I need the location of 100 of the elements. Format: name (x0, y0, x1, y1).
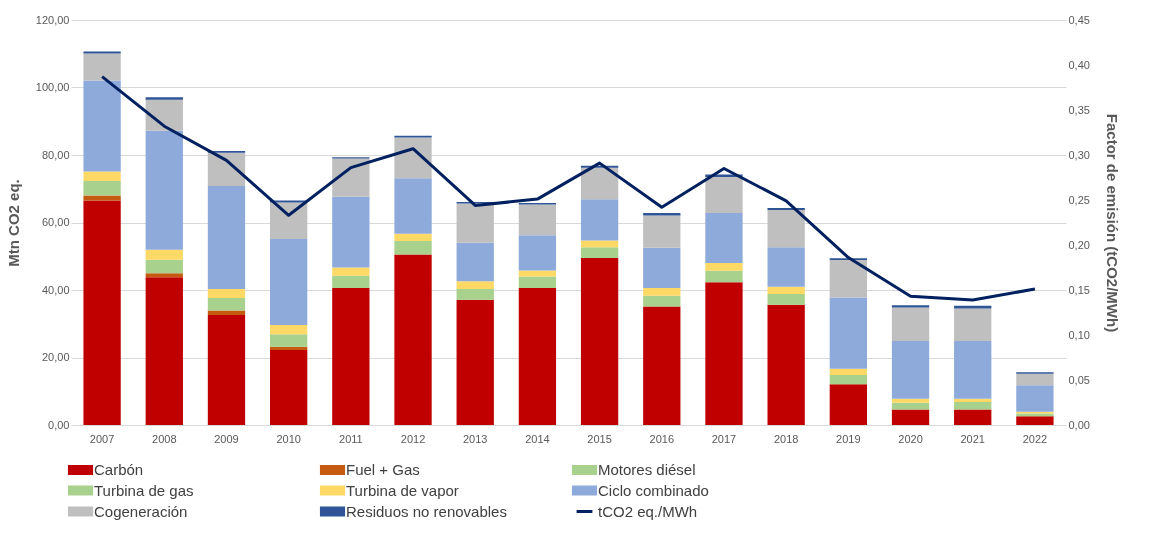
bar (83, 80, 121, 172)
x-tick-label: 2022 (1022, 432, 1048, 445)
bar (767, 247, 805, 287)
bar (207, 314, 246, 425)
legend-label: Residuos no renovables (346, 502, 507, 520)
y2-tick-label: 0,05 (1068, 373, 1090, 386)
bar (145, 273, 183, 278)
bar (145, 97, 183, 100)
bar (145, 99, 183, 131)
bar (518, 204, 557, 236)
y-tick-label: 20,00 (41, 351, 70, 363)
x-tick-label: 2012 (400, 432, 426, 445)
bar (1016, 373, 1054, 386)
bar (954, 305, 992, 309)
bar (643, 306, 681, 425)
bar (83, 180, 121, 196)
bar (518, 287, 557, 425)
bar (270, 325, 308, 335)
y2-tick-label: 0,20 (1068, 238, 1090, 251)
bar (891, 340, 930, 399)
bar (145, 249, 183, 260)
bar (580, 247, 619, 258)
line-series (100, 75, 1037, 302)
bar (270, 350, 308, 425)
bar (332, 287, 370, 425)
y2-tick-label: 0,45 (1068, 13, 1090, 26)
bar (829, 259, 867, 298)
bar (518, 235, 557, 271)
bar (332, 158, 370, 197)
y-tick-label: 120,00 (35, 13, 70, 26)
bar (767, 210, 805, 248)
bar (394, 233, 432, 242)
legend-label: Carbón (94, 460, 144, 478)
x-tick-label: 2010 (276, 432, 301, 445)
bar (829, 297, 867, 369)
y2-tick-label: 0,40 (1068, 58, 1090, 71)
x-tick-label: 2019 (836, 432, 861, 445)
bar (767, 294, 805, 305)
legend-label: tCO2 eq./MWh (598, 502, 698, 520)
x-tick-label: 2018 (773, 432, 799, 445)
bar (270, 334, 308, 347)
bar (705, 263, 743, 271)
bar (643, 247, 681, 288)
bar (332, 275, 370, 288)
x-tick-label: 2007 (89, 432, 115, 445)
x-tick-label: 2014 (525, 432, 550, 445)
bar (83, 171, 121, 181)
bar (83, 200, 121, 425)
legend-label: Motores diésel (598, 460, 696, 478)
bar (394, 241, 432, 255)
y2-tick-label: 0,00 (1068, 418, 1090, 431)
bar (580, 167, 619, 200)
y-tick-label: 40,00 (41, 283, 70, 296)
bar (705, 213, 743, 263)
bar (394, 254, 432, 425)
y2-tick-label: 0,15 (1068, 283, 1090, 296)
bar (83, 195, 121, 201)
y2-axis-title: Factor de emisión (tCO2/MWh) (1103, 113, 1121, 333)
bar (145, 259, 183, 274)
x-tick-label: 2021 (960, 432, 985, 445)
bar (270, 239, 308, 326)
y-tick-label: 60,00 (41, 216, 70, 228)
x-tick-label: 2015 (587, 432, 612, 445)
bar (643, 215, 681, 248)
x-tick-label: 2017 (711, 432, 737, 445)
x-tick-label: 2020 (898, 432, 923, 445)
x-tick-label: 2016 (649, 432, 675, 445)
bar (456, 203, 494, 243)
bar (891, 409, 930, 425)
x-tick-label: 2011 (339, 432, 363, 445)
bar (580, 199, 619, 241)
bar (83, 53, 121, 81)
bar (954, 308, 992, 341)
bar (456, 242, 494, 282)
y-tick-label: 100,00 (35, 81, 70, 93)
bar (705, 176, 743, 214)
legend-label: Fuel + Gas (346, 460, 420, 478)
bar (954, 402, 992, 410)
bar (829, 368, 867, 376)
bar (1016, 416, 1054, 425)
bar (829, 375, 867, 385)
bar (332, 196, 370, 268)
bar (580, 240, 619, 248)
y2-tick-label: 0,35 (1068, 103, 1090, 116)
bar (456, 288, 494, 300)
bar (705, 270, 743, 283)
bar (518, 276, 557, 288)
bar (643, 287, 681, 296)
x-tick-label: 2013 (462, 432, 488, 445)
bar (394, 178, 432, 234)
bar (767, 286, 805, 295)
bar (207, 186, 246, 289)
bar (891, 398, 930, 403)
bar (207, 288, 246, 299)
legend-label: Ciclo combinado (598, 481, 709, 499)
bar (954, 340, 992, 399)
bar (767, 304, 805, 425)
bar (456, 281, 494, 289)
bar (145, 277, 183, 425)
bar (207, 310, 246, 315)
